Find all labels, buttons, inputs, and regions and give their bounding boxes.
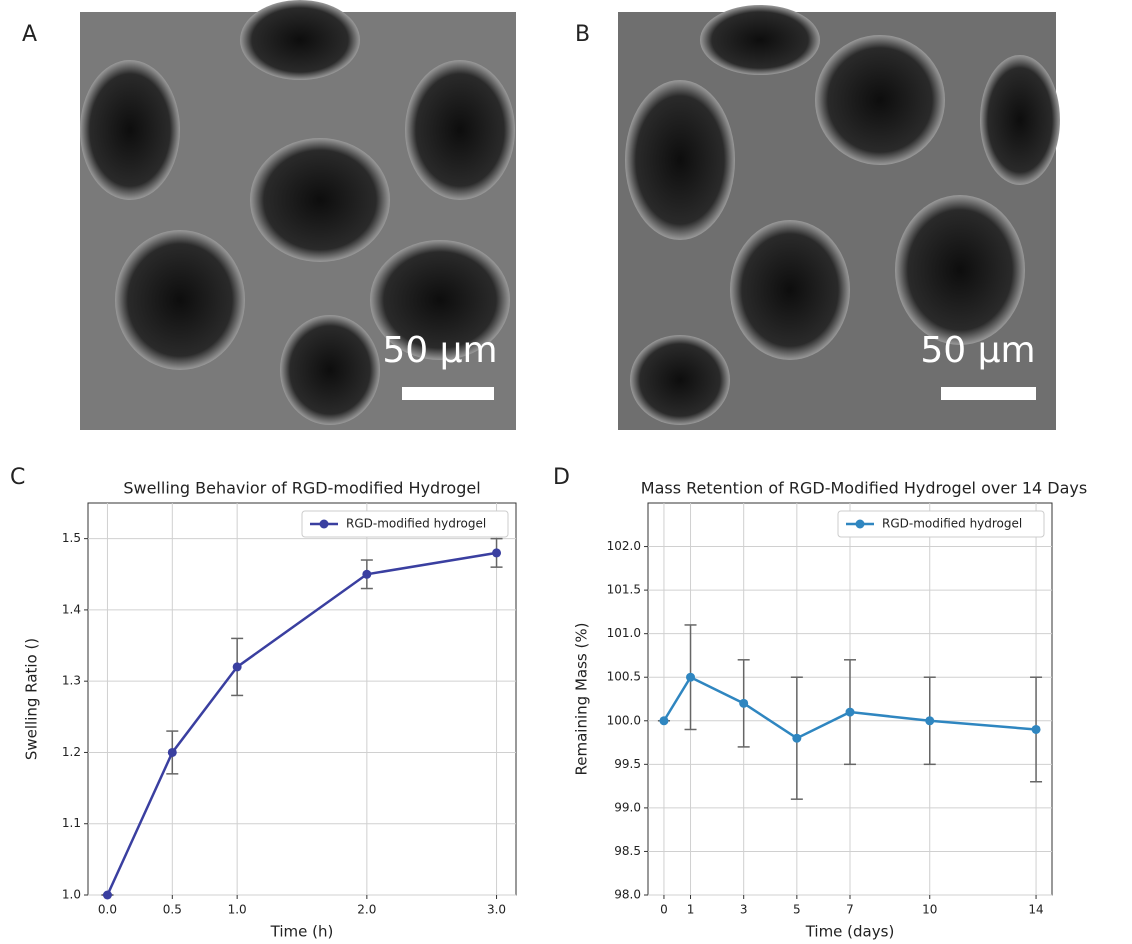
x-axis-label: Time (h): [270, 923, 334, 941]
y-tick-label: 1.0: [62, 888, 81, 902]
panel-label: A: [22, 22, 37, 47]
sem-image-a: [80, 0, 516, 430]
y-tick-label: 1.5: [62, 531, 81, 545]
y-tick-label: 100.0: [607, 713, 641, 727]
x-tick-label: 14: [1028, 903, 1043, 917]
chart-title: Mass Retention of RGD-Modified Hydrogel …: [641, 479, 1087, 498]
y-tick-label: 101.5: [607, 583, 641, 597]
plot-area: [87, 502, 517, 896]
x-tick-label: 0.0: [98, 903, 117, 917]
legend-box: [301, 510, 509, 538]
y-axis-label: Swelling Ratio (): [23, 638, 41, 760]
y-tick-label: 98.0: [614, 888, 641, 902]
data-point: [1031, 724, 1041, 734]
y-tick-label: 98.5: [614, 844, 641, 858]
y-tick-label: 1.3: [62, 674, 81, 688]
x-tick-label: 10: [922, 903, 937, 917]
x-tick-label: 2.0: [357, 903, 376, 917]
chart-title: Swelling Behavior of RGD-modified Hydrog…: [123, 479, 480, 498]
y-tick-label: 1.4: [62, 602, 81, 616]
x-tick-label: 5: [793, 903, 801, 917]
y-tick-label: 101.0: [607, 626, 641, 640]
panel-label: C: [10, 465, 25, 490]
y-tick-label: 100.5: [607, 670, 641, 684]
data-point: [845, 707, 855, 717]
scale-bar-label: 50 µm: [920, 330, 1035, 371]
legend-label: RGD-modified hydrogel: [346, 517, 486, 531]
panel-label: B: [575, 22, 590, 47]
legend-box: [837, 510, 1045, 538]
y-tick-label: 1.2: [62, 745, 81, 759]
panel-label: D: [553, 465, 570, 490]
data-point: [659, 716, 669, 726]
y-tick-label: 99.0: [614, 800, 641, 814]
data-point: [739, 698, 749, 708]
data-point: [925, 716, 935, 726]
x-tick-label: 7: [846, 903, 854, 917]
y-tick-label: 102.0: [607, 539, 641, 553]
x-tick-label: 0.5: [163, 903, 182, 917]
data-point: [792, 733, 802, 743]
data-point: [102, 890, 112, 900]
x-tick-label: 0: [660, 903, 668, 917]
data-point: [362, 569, 372, 579]
data-point: [232, 662, 242, 672]
x-tick-label: 1.0: [228, 903, 247, 917]
legend-label: RGD-modified hydrogel: [882, 517, 1022, 531]
y-axis-label: Remaining Mass (%): [573, 623, 591, 776]
x-axis-label: Time (days): [805, 923, 895, 941]
data-point: [686, 672, 696, 682]
x-tick-label: 3: [740, 903, 748, 917]
x-tick-label: 1: [687, 903, 695, 917]
legend-swatch: [855, 519, 865, 529]
data-point: [492, 548, 502, 558]
legend-swatch: [319, 519, 329, 529]
data-point: [167, 747, 177, 757]
x-tick-label: 3.0: [487, 903, 506, 917]
y-tick-label: 99.5: [614, 757, 641, 771]
y-tick-label: 1.1: [62, 816, 81, 830]
sem-image-b: [618, 5, 1060, 430]
scale-bar-label: 50 µm: [382, 330, 497, 371]
